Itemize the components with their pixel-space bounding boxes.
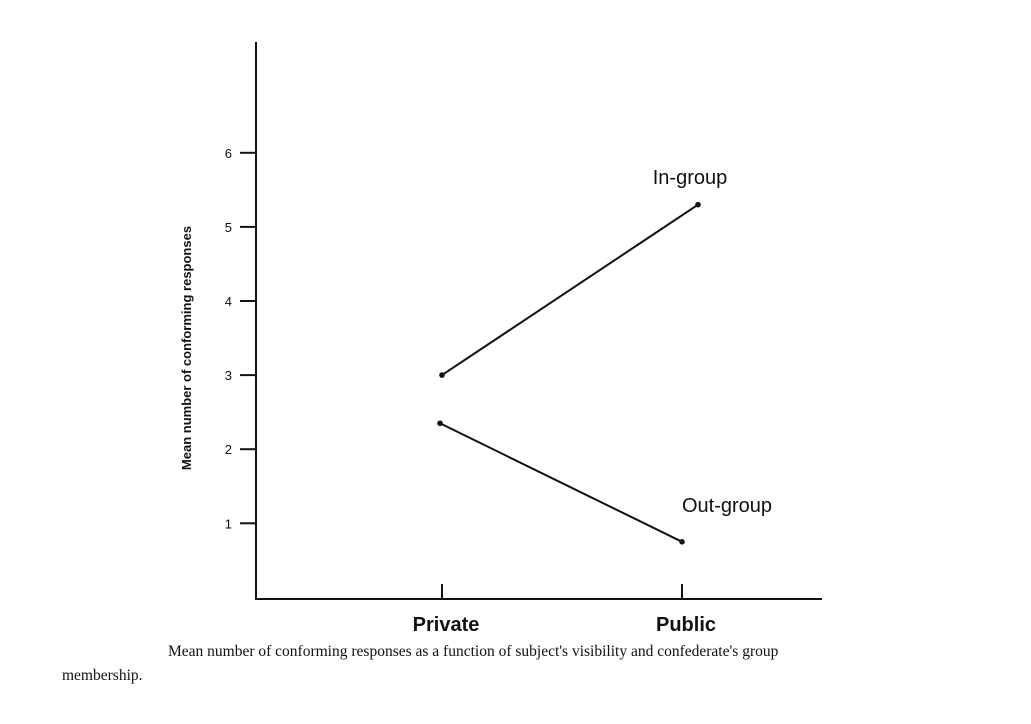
x-tick-label-private: Private bbox=[413, 614, 480, 636]
caption-line-2: membership. bbox=[62, 667, 143, 684]
series-line-in-group bbox=[441, 203, 699, 376]
y-tick-label: 3 bbox=[225, 368, 232, 383]
y-tick-label: 4 bbox=[225, 294, 232, 309]
series-label-in-group: In-group bbox=[653, 167, 728, 189]
y-tick-label: 1 bbox=[225, 516, 232, 531]
caption-line-1: Mean number of conforming responses as a… bbox=[168, 643, 779, 660]
y-axis-label: Mean number of conforming responses bbox=[179, 226, 194, 470]
data-point bbox=[439, 372, 445, 378]
series-label-out-group: Out-group bbox=[682, 495, 772, 517]
data-point bbox=[679, 539, 685, 545]
x-tick-label-public: Public bbox=[656, 614, 716, 636]
data-point bbox=[437, 420, 443, 427]
y-tick-label: 5 bbox=[225, 220, 232, 235]
y-tick-label: 6 bbox=[225, 146, 232, 161]
y-tick-label: 2 bbox=[225, 442, 232, 457]
series-line-out-group bbox=[439, 422, 683, 543]
data-point bbox=[695, 201, 701, 208]
